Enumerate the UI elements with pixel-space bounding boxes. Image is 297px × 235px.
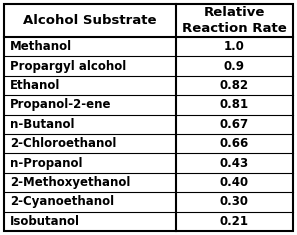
Text: Propargyl alcohol: Propargyl alcohol (10, 60, 126, 73)
Text: 0.43: 0.43 (220, 157, 249, 170)
Text: 0.9: 0.9 (224, 60, 245, 73)
Text: n-Propanol: n-Propanol (10, 157, 83, 170)
Text: Relative
Reaction Rate: Relative Reaction Rate (182, 6, 287, 35)
Text: Alcohol Substrate: Alcohol Substrate (23, 14, 157, 27)
Text: 0.67: 0.67 (220, 118, 249, 131)
Text: 2-Cyanoethanol: 2-Cyanoethanol (10, 195, 114, 208)
Text: Methanol: Methanol (10, 40, 72, 53)
Text: 0.82: 0.82 (220, 79, 249, 92)
Text: 0.21: 0.21 (220, 215, 249, 228)
Text: 1.0: 1.0 (224, 40, 245, 53)
Text: 0.81: 0.81 (220, 98, 249, 111)
Text: 0.66: 0.66 (220, 137, 249, 150)
Text: n-Butanol: n-Butanol (10, 118, 75, 131)
Text: Isobutanol: Isobutanol (10, 215, 80, 228)
Text: 0.30: 0.30 (220, 195, 249, 208)
Text: 2-Methoxyethanol: 2-Methoxyethanol (10, 176, 130, 189)
Text: 0.40: 0.40 (220, 176, 249, 189)
Text: Propanol-2-ene: Propanol-2-ene (10, 98, 111, 111)
Text: Ethanol: Ethanol (10, 79, 60, 92)
Text: 2-Chloroethanol: 2-Chloroethanol (10, 137, 116, 150)
